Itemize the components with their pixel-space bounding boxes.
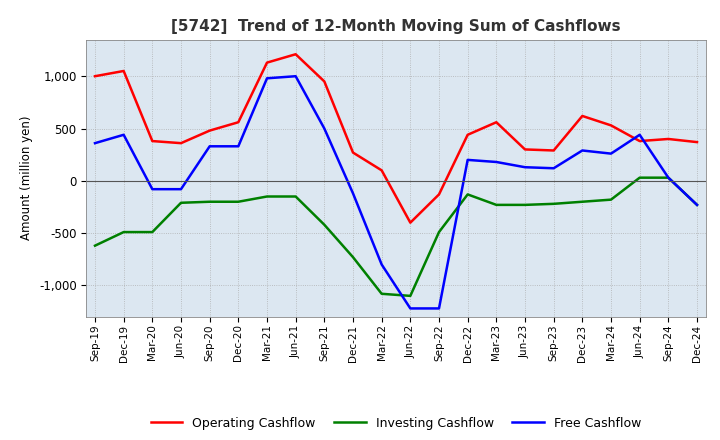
Operating Cashflow: [521, 147, 529, 152]
Operating Cashflow: [578, 114, 587, 119]
Free Cashflow: [348, 191, 357, 196]
Free Cashflow: [234, 143, 243, 149]
Free Cashflow: [521, 165, 529, 170]
Title: [5742]  Trend of 12-Month Moving Sum of Cashflows: [5742] Trend of 12-Month Moving Sum of C…: [171, 19, 621, 34]
Free Cashflow: [578, 148, 587, 153]
Free Cashflow: [549, 165, 558, 171]
Investing Cashflow: [607, 197, 616, 202]
Operating Cashflow: [148, 139, 157, 144]
Operating Cashflow: [263, 60, 271, 65]
Free Cashflow: [263, 76, 271, 81]
Investing Cashflow: [292, 194, 300, 199]
Investing Cashflow: [521, 202, 529, 208]
Line: Operating Cashflow: Operating Cashflow: [95, 54, 697, 223]
Investing Cashflow: [348, 254, 357, 260]
Investing Cashflow: [435, 229, 444, 235]
Free Cashflow: [320, 126, 328, 131]
Investing Cashflow: [578, 199, 587, 204]
Free Cashflow: [176, 187, 185, 192]
Investing Cashflow: [320, 222, 328, 227]
Investing Cashflow: [263, 194, 271, 199]
Operating Cashflow: [348, 150, 357, 155]
Free Cashflow: [91, 140, 99, 146]
Free Cashflow: [148, 187, 157, 192]
Free Cashflow: [492, 159, 500, 165]
Y-axis label: Amount (million yen): Amount (million yen): [20, 116, 33, 240]
Operating Cashflow: [320, 79, 328, 84]
Operating Cashflow: [607, 123, 616, 128]
Investing Cashflow: [148, 229, 157, 235]
Operating Cashflow: [693, 139, 701, 145]
Free Cashflow: [635, 132, 644, 137]
Investing Cashflow: [549, 201, 558, 206]
Investing Cashflow: [492, 202, 500, 208]
Legend: Operating Cashflow, Investing Cashflow, Free Cashflow: Operating Cashflow, Investing Cashflow, …: [146, 412, 646, 435]
Operating Cashflow: [234, 120, 243, 125]
Investing Cashflow: [176, 200, 185, 205]
Free Cashflow: [607, 151, 616, 156]
Operating Cashflow: [91, 73, 99, 79]
Free Cashflow: [464, 157, 472, 162]
Line: Free Cashflow: Free Cashflow: [95, 76, 697, 308]
Investing Cashflow: [635, 175, 644, 180]
Free Cashflow: [435, 306, 444, 311]
Free Cashflow: [406, 306, 415, 311]
Operating Cashflow: [492, 120, 500, 125]
Free Cashflow: [693, 202, 701, 208]
Investing Cashflow: [664, 175, 672, 180]
Operating Cashflow: [464, 132, 472, 137]
Investing Cashflow: [693, 202, 701, 208]
Investing Cashflow: [91, 243, 99, 248]
Operating Cashflow: [435, 192, 444, 197]
Investing Cashflow: [406, 293, 415, 298]
Line: Investing Cashflow: Investing Cashflow: [95, 178, 697, 296]
Operating Cashflow: [176, 140, 185, 146]
Operating Cashflow: [549, 148, 558, 153]
Operating Cashflow: [292, 51, 300, 57]
Free Cashflow: [377, 262, 386, 267]
Free Cashflow: [292, 73, 300, 79]
Investing Cashflow: [205, 199, 214, 204]
Operating Cashflow: [377, 168, 386, 173]
Operating Cashflow: [635, 139, 644, 144]
Operating Cashflow: [664, 136, 672, 142]
Investing Cashflow: [234, 199, 243, 204]
Operating Cashflow: [205, 128, 214, 133]
Free Cashflow: [120, 132, 128, 137]
Investing Cashflow: [377, 291, 386, 297]
Free Cashflow: [205, 143, 214, 149]
Operating Cashflow: [406, 220, 415, 225]
Free Cashflow: [664, 175, 672, 180]
Investing Cashflow: [120, 229, 128, 235]
Operating Cashflow: [120, 68, 128, 73]
Investing Cashflow: [464, 192, 472, 197]
